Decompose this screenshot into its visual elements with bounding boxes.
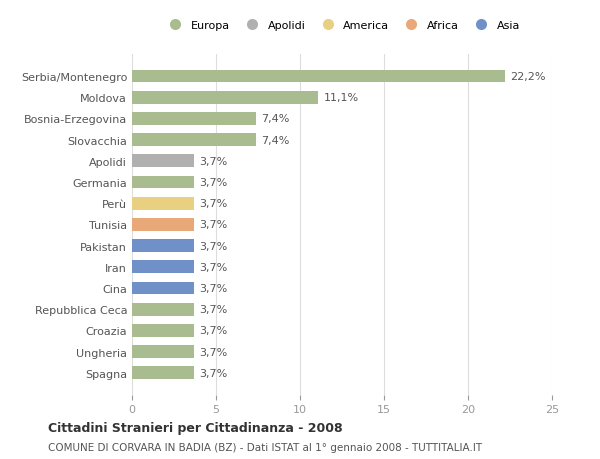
Bar (132, 113, 256, 125)
Text: 7,4%: 7,4% (262, 114, 290, 124)
Text: 3,7%: 3,7% (199, 347, 227, 357)
Text: 3,7%: 3,7% (199, 220, 227, 230)
Bar (132, 218, 194, 231)
Bar (132, 346, 194, 358)
Bar (132, 261, 194, 274)
Text: 3,7%: 3,7% (199, 262, 227, 272)
Bar (132, 325, 194, 337)
Bar (132, 197, 194, 210)
Bar (132, 134, 256, 147)
Text: Cittadini Stranieri per Cittadinanza - 2008: Cittadini Stranieri per Cittadinanza - 2… (48, 421, 343, 435)
Bar (132, 176, 194, 189)
Text: 3,7%: 3,7% (199, 368, 227, 378)
Bar (132, 92, 319, 104)
Text: 3,7%: 3,7% (199, 241, 227, 251)
Text: 3,7%: 3,7% (199, 326, 227, 336)
Text: 3,7%: 3,7% (199, 157, 227, 167)
Text: 11,1%: 11,1% (323, 93, 359, 103)
Text: 3,7%: 3,7% (199, 178, 227, 188)
Text: COMUNE DI CORVARA IN BADIA (BZ) - Dati ISTAT al 1° gennaio 2008 - TUTTITALIA.IT: COMUNE DI CORVARA IN BADIA (BZ) - Dati I… (48, 442, 482, 452)
Bar (132, 71, 505, 83)
Bar (132, 303, 194, 316)
Bar (132, 155, 194, 168)
Bar (132, 240, 194, 252)
Text: 3,7%: 3,7% (199, 304, 227, 314)
Text: 3,7%: 3,7% (199, 199, 227, 209)
Bar (132, 367, 194, 379)
Legend: Europa, Apolidi, America, Africa, Asia: Europa, Apolidi, America, Africa, Asia (160, 17, 524, 35)
Text: 22,2%: 22,2% (510, 72, 545, 82)
Text: 7,4%: 7,4% (262, 135, 290, 146)
Text: 3,7%: 3,7% (199, 283, 227, 293)
Bar (132, 282, 194, 295)
